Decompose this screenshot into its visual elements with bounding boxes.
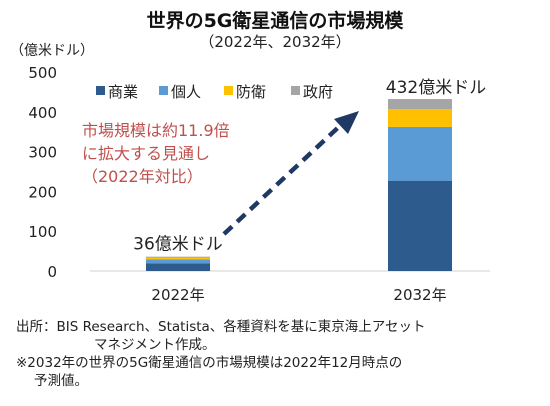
total-label: 36億米ドル bbox=[133, 235, 223, 255]
total-label: 432億米ドル bbox=[386, 78, 486, 98]
chart-title: 世界の5G衛星通信の市場規模 bbox=[146, 10, 404, 32]
footnote-line: ※2032年の世界の5G衛星通信の市場規模は2022年12月時点の bbox=[16, 355, 403, 371]
bar-segment-政府 bbox=[146, 256, 210, 258]
y-axis-unit-label: （億米ドル） bbox=[10, 43, 94, 59]
source-note-line: マネジメント作成。 bbox=[94, 337, 216, 353]
legend-swatch-防衛 bbox=[224, 86, 233, 95]
footnote-line: 予測値。 bbox=[34, 373, 88, 389]
chart-subtitle: （2022年、2032年） bbox=[199, 33, 351, 51]
growth-arrow-line bbox=[222, 121, 345, 236]
y-tick-label: 400 bbox=[28, 104, 57, 122]
y-tick-label: 0 bbox=[47, 263, 57, 281]
y-tick-label: 100 bbox=[28, 223, 57, 241]
x-tick-label: 2022年 bbox=[151, 286, 204, 304]
legend-label-政府: 政府 bbox=[303, 83, 333, 101]
legend-label-商業: 商業 bbox=[108, 83, 138, 101]
source-notes: 出所：BIS Research、Statista、各種資料を基に東京海上アセット… bbox=[16, 318, 546, 390]
bar-segment-防衛 bbox=[146, 257, 210, 260]
bar-segment-商業 bbox=[146, 263, 210, 271]
annotation-text: に拡大する見通し bbox=[82, 144, 210, 163]
annotation-text: （2022年対比） bbox=[82, 167, 203, 186]
bar-segment-防衛 bbox=[388, 109, 452, 127]
y-tick-label: 300 bbox=[28, 144, 57, 162]
y-tick-label: 500 bbox=[28, 64, 57, 82]
y-tick-label: 200 bbox=[28, 183, 57, 201]
bar-segment-政府 bbox=[388, 99, 452, 110]
source-note-line: 出所：BIS Research、Statista、各種資料を基に東京海上アセット bbox=[16, 319, 426, 335]
legend-swatch-商業 bbox=[96, 86, 105, 95]
growth-arrow-head bbox=[334, 111, 359, 134]
x-tick-label: 2032年 bbox=[393, 286, 446, 304]
legend-label-防衛: 防衛 bbox=[236, 83, 266, 101]
annotation-text: 市場規模は約11.9倍 bbox=[82, 121, 230, 140]
legend-swatch-個人 bbox=[159, 86, 168, 95]
bar-segment-商業 bbox=[388, 180, 452, 271]
bar-segment-個人 bbox=[388, 126, 452, 181]
bar-segment-個人 bbox=[146, 259, 210, 264]
legend-swatch-政府 bbox=[291, 86, 300, 95]
legend-label-個人: 個人 bbox=[171, 83, 201, 101]
